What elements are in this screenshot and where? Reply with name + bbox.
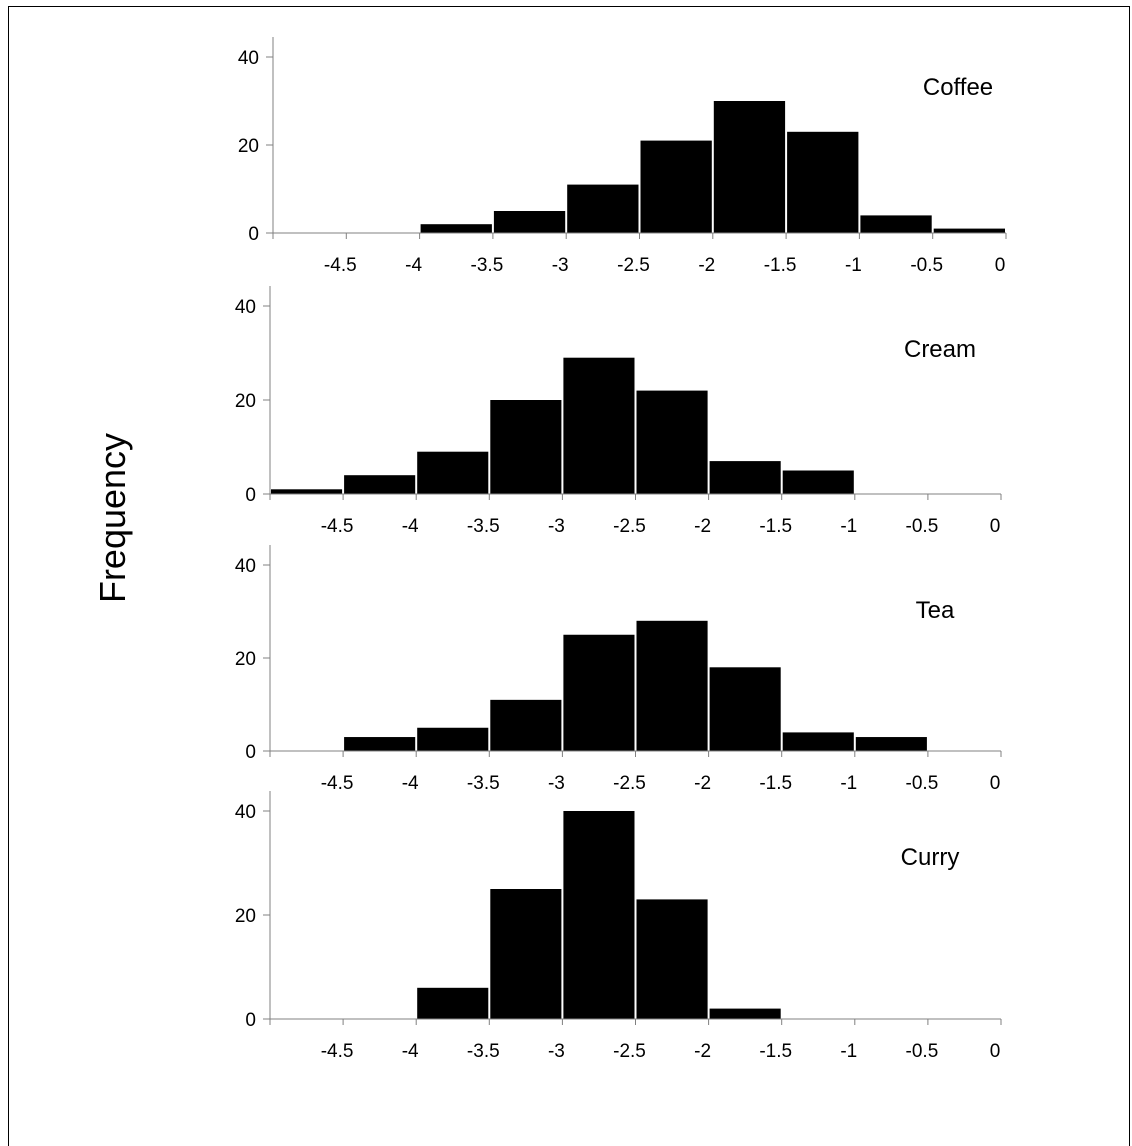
histogram-bar xyxy=(420,224,492,233)
x-tick-label: -4.5 xyxy=(324,255,357,276)
panel-title: Cream xyxy=(904,336,976,363)
panel-cream: 0 20 40 -4.5 -4 -3.5 -3 -2.5 -2 -1.5 -1 -0.5 0 Cream xyxy=(235,286,1002,537)
x-tick-label: 0 xyxy=(990,773,1001,794)
y-tick-label: 40 xyxy=(235,802,256,823)
histogram-bar xyxy=(344,475,416,494)
x-tick-label: -4 xyxy=(402,1041,419,1062)
x-tick-label: -0.5 xyxy=(906,1041,939,1062)
panel-title: Coffee xyxy=(923,74,993,101)
x-tick-label: -4.5 xyxy=(321,773,354,794)
histogram-bar xyxy=(855,737,927,751)
y-tick-label: 40 xyxy=(238,48,259,69)
x-tick-label: -2.5 xyxy=(613,773,646,794)
x-tick-label: -4 xyxy=(402,773,419,794)
histogram-bar xyxy=(344,737,416,751)
x-tick-label: -1 xyxy=(840,516,857,537)
histogram-bar xyxy=(563,811,635,1019)
x-tick-label: 0 xyxy=(990,1041,1001,1062)
histogram-bar xyxy=(636,899,708,1019)
histogram-bar xyxy=(493,211,566,233)
histogram-bar xyxy=(563,634,635,751)
x-tick-label: -1 xyxy=(845,255,862,276)
y-tick-label: 20 xyxy=(235,649,256,670)
x-tick-label: -1 xyxy=(840,773,857,794)
histogram-bar xyxy=(787,131,859,233)
x-tick-label: -1.5 xyxy=(759,516,792,537)
y-tick-label: 40 xyxy=(235,556,256,577)
x-tick-label: -3 xyxy=(548,1041,565,1062)
x-tick-label: -2 xyxy=(694,516,711,537)
x-tick-label: -2.5 xyxy=(613,1041,646,1062)
y-tick-label: 40 xyxy=(235,297,256,318)
x-tick-label: -3.5 xyxy=(467,516,500,537)
panel-title: Tea xyxy=(916,597,955,624)
y-tick-label: 0 xyxy=(245,485,256,506)
y-tick-label: 20 xyxy=(235,906,256,927)
x-tick-label: -3.5 xyxy=(467,773,500,794)
histogram-bar xyxy=(417,987,489,1019)
histogram-bar xyxy=(567,184,639,233)
x-tick-label: -3 xyxy=(548,516,565,537)
histogram-bar xyxy=(563,357,635,494)
histogram-bar xyxy=(860,215,932,233)
panel-coffee: 0 20 40 -4.5 -4 -3.5 -3 -2.5 -2 -1.5 -1 -0.5 0 Coffee xyxy=(238,37,1007,276)
x-tick-label: -3 xyxy=(548,773,565,794)
x-tick-label: -2 xyxy=(694,1041,711,1062)
histogram-bar xyxy=(709,461,781,494)
x-tick-label: -4 xyxy=(402,516,419,537)
x-tick-label: -4 xyxy=(405,255,422,276)
x-tick-label: -0.5 xyxy=(906,773,939,794)
histogram-bar xyxy=(417,727,489,751)
y-tick-label: 0 xyxy=(248,224,259,245)
histogram-bar xyxy=(933,228,1005,233)
x-tick-label: -4.5 xyxy=(321,1041,354,1062)
x-tick-label: -3.5 xyxy=(467,1041,500,1062)
x-tick-label: -4.5 xyxy=(321,516,354,537)
x-tick-label: -2 xyxy=(698,255,715,276)
x-tick-label: 0 xyxy=(990,516,1001,537)
histogram-bar xyxy=(636,620,708,751)
x-tick-label: -0.5 xyxy=(910,255,943,276)
histogram-bar xyxy=(709,667,781,751)
x-tick-label: -1 xyxy=(840,1041,857,1062)
x-tick-label: 0 xyxy=(995,255,1006,276)
histogram-bar xyxy=(782,470,854,494)
y-tick-label: 20 xyxy=(235,391,256,412)
panel-title: Curry xyxy=(901,844,960,871)
x-tick-label: -2.5 xyxy=(613,516,646,537)
histogram-bar xyxy=(490,400,562,494)
x-tick-label: -1.5 xyxy=(759,773,792,794)
histogram-bar xyxy=(417,451,489,494)
x-tick-label: -1.5 xyxy=(759,1041,792,1062)
y-tick-label: 0 xyxy=(245,742,256,763)
panel-curry: 0 20 40 -4.5 -4 -3.5 -3 -2.5 -2 -1.5 -1 -0.5 0 Curry xyxy=(235,791,1002,1062)
x-tick-label: -3.5 xyxy=(471,255,504,276)
histogram-bar xyxy=(709,1008,781,1019)
histogram-bar xyxy=(636,390,708,494)
histogram-bar xyxy=(640,140,712,233)
histogram-bar xyxy=(490,699,562,751)
x-tick-label: -3 xyxy=(552,255,569,276)
figure-frame xyxy=(8,6,1130,1146)
y-tick-label: 0 xyxy=(245,1010,256,1031)
x-tick-label: -2.5 xyxy=(617,255,650,276)
x-tick-label: -0.5 xyxy=(906,516,939,537)
x-tick-label: -1.5 xyxy=(764,255,797,276)
y-tick-label: 20 xyxy=(238,136,259,157)
histogram-bar xyxy=(490,889,562,1019)
panel-tea: 0 20 40 -4.5 -4 -3.5 -3 -2.5 -2 -1.5 -1 -0.5 0 Tea xyxy=(235,545,1002,794)
histogram-bar xyxy=(782,732,854,751)
histogram-bar xyxy=(713,101,786,233)
x-tick-label: -2 xyxy=(694,773,711,794)
histogram-bar xyxy=(271,489,343,494)
